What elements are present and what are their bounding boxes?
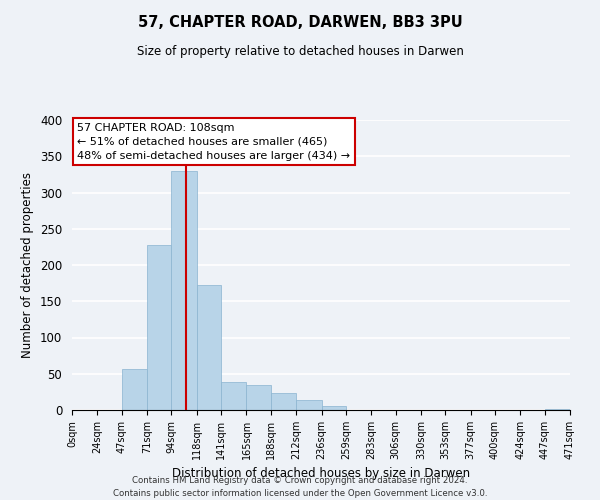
Bar (247, 386, 271, 410)
Bar (197, 284, 221, 410)
Text: 57, CHAPTER ROAD, DARWEN, BB3 3PU: 57, CHAPTER ROAD, DARWEN, BB3 3PU (137, 15, 463, 30)
Bar (147, 244, 172, 410)
Text: Size of property relative to detached houses in Darwen: Size of property relative to detached ho… (137, 45, 463, 58)
Bar (271, 394, 296, 410)
Y-axis label: Number of detached properties: Number of detached properties (22, 172, 34, 358)
Bar (221, 382, 247, 410)
Bar (322, 406, 346, 410)
Bar (545, 408, 570, 410)
Text: Contains HM Land Registry data © Crown copyright and database right 2024.
Contai: Contains HM Land Registry data © Crown c… (113, 476, 487, 498)
Bar (122, 370, 147, 410)
Bar (172, 171, 197, 410)
Text: 57 CHAPTER ROAD: 108sqm
← 51% of detached houses are smaller (465)
48% of semi-d: 57 CHAPTER ROAD: 108sqm ← 51% of detache… (77, 123, 350, 161)
X-axis label: Distribution of detached houses by size in Darwen: Distribution of detached houses by size … (172, 468, 470, 480)
Bar (296, 400, 322, 410)
